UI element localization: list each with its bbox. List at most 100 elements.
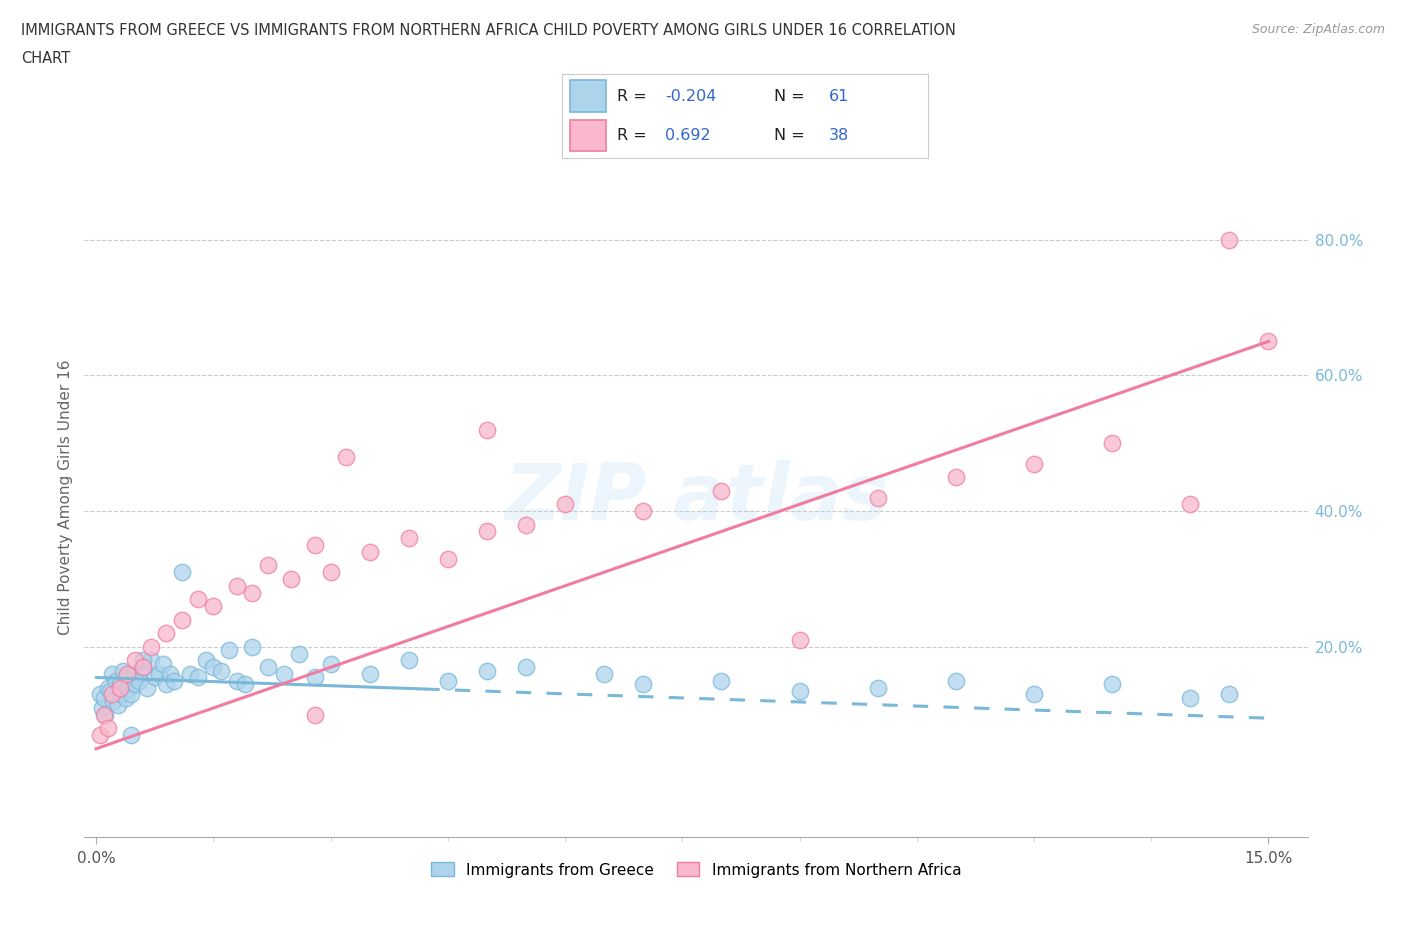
Point bbox=[114, 690, 136, 705]
Point bbox=[554, 497, 576, 512]
Point bbox=[135, 680, 157, 695]
Point bbox=[1257, 334, 1279, 349]
Point bbox=[789, 632, 811, 647]
Point bbox=[1180, 690, 1202, 705]
Point bbox=[1101, 677, 1123, 692]
Point bbox=[94, 708, 117, 723]
Point bbox=[89, 727, 111, 742]
Point bbox=[117, 670, 139, 684]
Point bbox=[233, 677, 256, 692]
Text: 0.692: 0.692 bbox=[665, 128, 710, 143]
Point bbox=[1218, 232, 1240, 247]
Text: CHART: CHART bbox=[21, 51, 70, 66]
Text: R =: R = bbox=[617, 89, 652, 104]
Point bbox=[124, 653, 146, 668]
Point bbox=[631, 677, 654, 692]
Point bbox=[1022, 457, 1045, 472]
Point bbox=[103, 694, 125, 709]
Point bbox=[139, 653, 162, 668]
Point bbox=[1180, 497, 1202, 512]
Point bbox=[209, 663, 232, 678]
Point bbox=[866, 680, 889, 695]
Point bbox=[107, 698, 129, 712]
Point bbox=[108, 677, 131, 692]
Point bbox=[155, 677, 177, 692]
Text: -0.204: -0.204 bbox=[665, 89, 716, 104]
Point bbox=[118, 680, 141, 695]
Point bbox=[100, 687, 122, 702]
Point bbox=[202, 660, 225, 675]
Point bbox=[93, 708, 115, 723]
Point bbox=[273, 667, 295, 682]
Point bbox=[91, 700, 114, 715]
Text: IMMIGRANTS FROM GREECE VS IMMIGRANTS FROM NORTHERN AFRICA CHILD POVERTY AMONG GI: IMMIGRANTS FROM GREECE VS IMMIGRANTS FRO… bbox=[21, 23, 956, 38]
Point bbox=[359, 544, 381, 559]
Point bbox=[97, 721, 120, 736]
FancyBboxPatch shape bbox=[569, 80, 606, 113]
Point bbox=[194, 653, 217, 668]
Point bbox=[98, 684, 121, 698]
Point bbox=[100, 667, 122, 682]
Point bbox=[120, 687, 142, 702]
Point bbox=[242, 585, 264, 600]
Point bbox=[110, 687, 132, 702]
Point bbox=[436, 673, 458, 688]
Point bbox=[163, 673, 186, 688]
Point bbox=[789, 684, 811, 698]
Point bbox=[108, 680, 131, 695]
Point bbox=[515, 517, 537, 532]
Point bbox=[128, 673, 150, 688]
Point bbox=[475, 525, 498, 539]
Point bbox=[187, 592, 209, 607]
Point bbox=[319, 657, 342, 671]
Point bbox=[242, 640, 264, 655]
Point bbox=[257, 558, 280, 573]
Point bbox=[710, 484, 733, 498]
Point bbox=[122, 667, 145, 682]
Point bbox=[132, 660, 155, 675]
Point bbox=[335, 449, 357, 464]
Text: 61: 61 bbox=[830, 89, 849, 104]
Point bbox=[104, 673, 127, 688]
Point bbox=[159, 667, 181, 682]
Point bbox=[1022, 687, 1045, 702]
Point bbox=[93, 690, 115, 705]
Y-axis label: Child Poverty Among Girls Under 16: Child Poverty Among Girls Under 16 bbox=[58, 360, 73, 635]
Point bbox=[202, 599, 225, 614]
Text: 38: 38 bbox=[830, 128, 849, 143]
Point bbox=[593, 667, 616, 682]
Point bbox=[1218, 687, 1240, 702]
Text: Source: ZipAtlas.com: Source: ZipAtlas.com bbox=[1251, 23, 1385, 36]
Point bbox=[218, 643, 240, 658]
Point bbox=[710, 673, 733, 688]
Point bbox=[225, 578, 247, 593]
Point bbox=[475, 663, 498, 678]
Point bbox=[117, 667, 139, 682]
Point bbox=[631, 504, 654, 519]
Point bbox=[112, 663, 135, 678]
FancyBboxPatch shape bbox=[569, 120, 606, 152]
Point bbox=[280, 572, 302, 587]
Point bbox=[155, 626, 177, 641]
Point bbox=[170, 565, 193, 579]
Legend: Immigrants from Greece, Immigrants from Northern Africa: Immigrants from Greece, Immigrants from … bbox=[425, 857, 967, 884]
Point bbox=[148, 667, 170, 682]
Point bbox=[866, 490, 889, 505]
Point bbox=[257, 660, 280, 675]
Text: N =: N = bbox=[775, 128, 810, 143]
Point bbox=[319, 565, 342, 579]
Point bbox=[179, 667, 201, 682]
Point bbox=[288, 646, 311, 661]
Point bbox=[132, 653, 155, 668]
Point bbox=[436, 551, 458, 566]
Point bbox=[515, 660, 537, 675]
Point bbox=[120, 727, 142, 742]
Text: N =: N = bbox=[775, 89, 810, 104]
Point bbox=[304, 538, 326, 552]
Point bbox=[124, 677, 146, 692]
Point bbox=[152, 657, 174, 671]
Text: ZIP atlas: ZIP atlas bbox=[503, 459, 889, 536]
Point bbox=[89, 687, 111, 702]
Point bbox=[132, 660, 155, 675]
Point bbox=[170, 612, 193, 627]
